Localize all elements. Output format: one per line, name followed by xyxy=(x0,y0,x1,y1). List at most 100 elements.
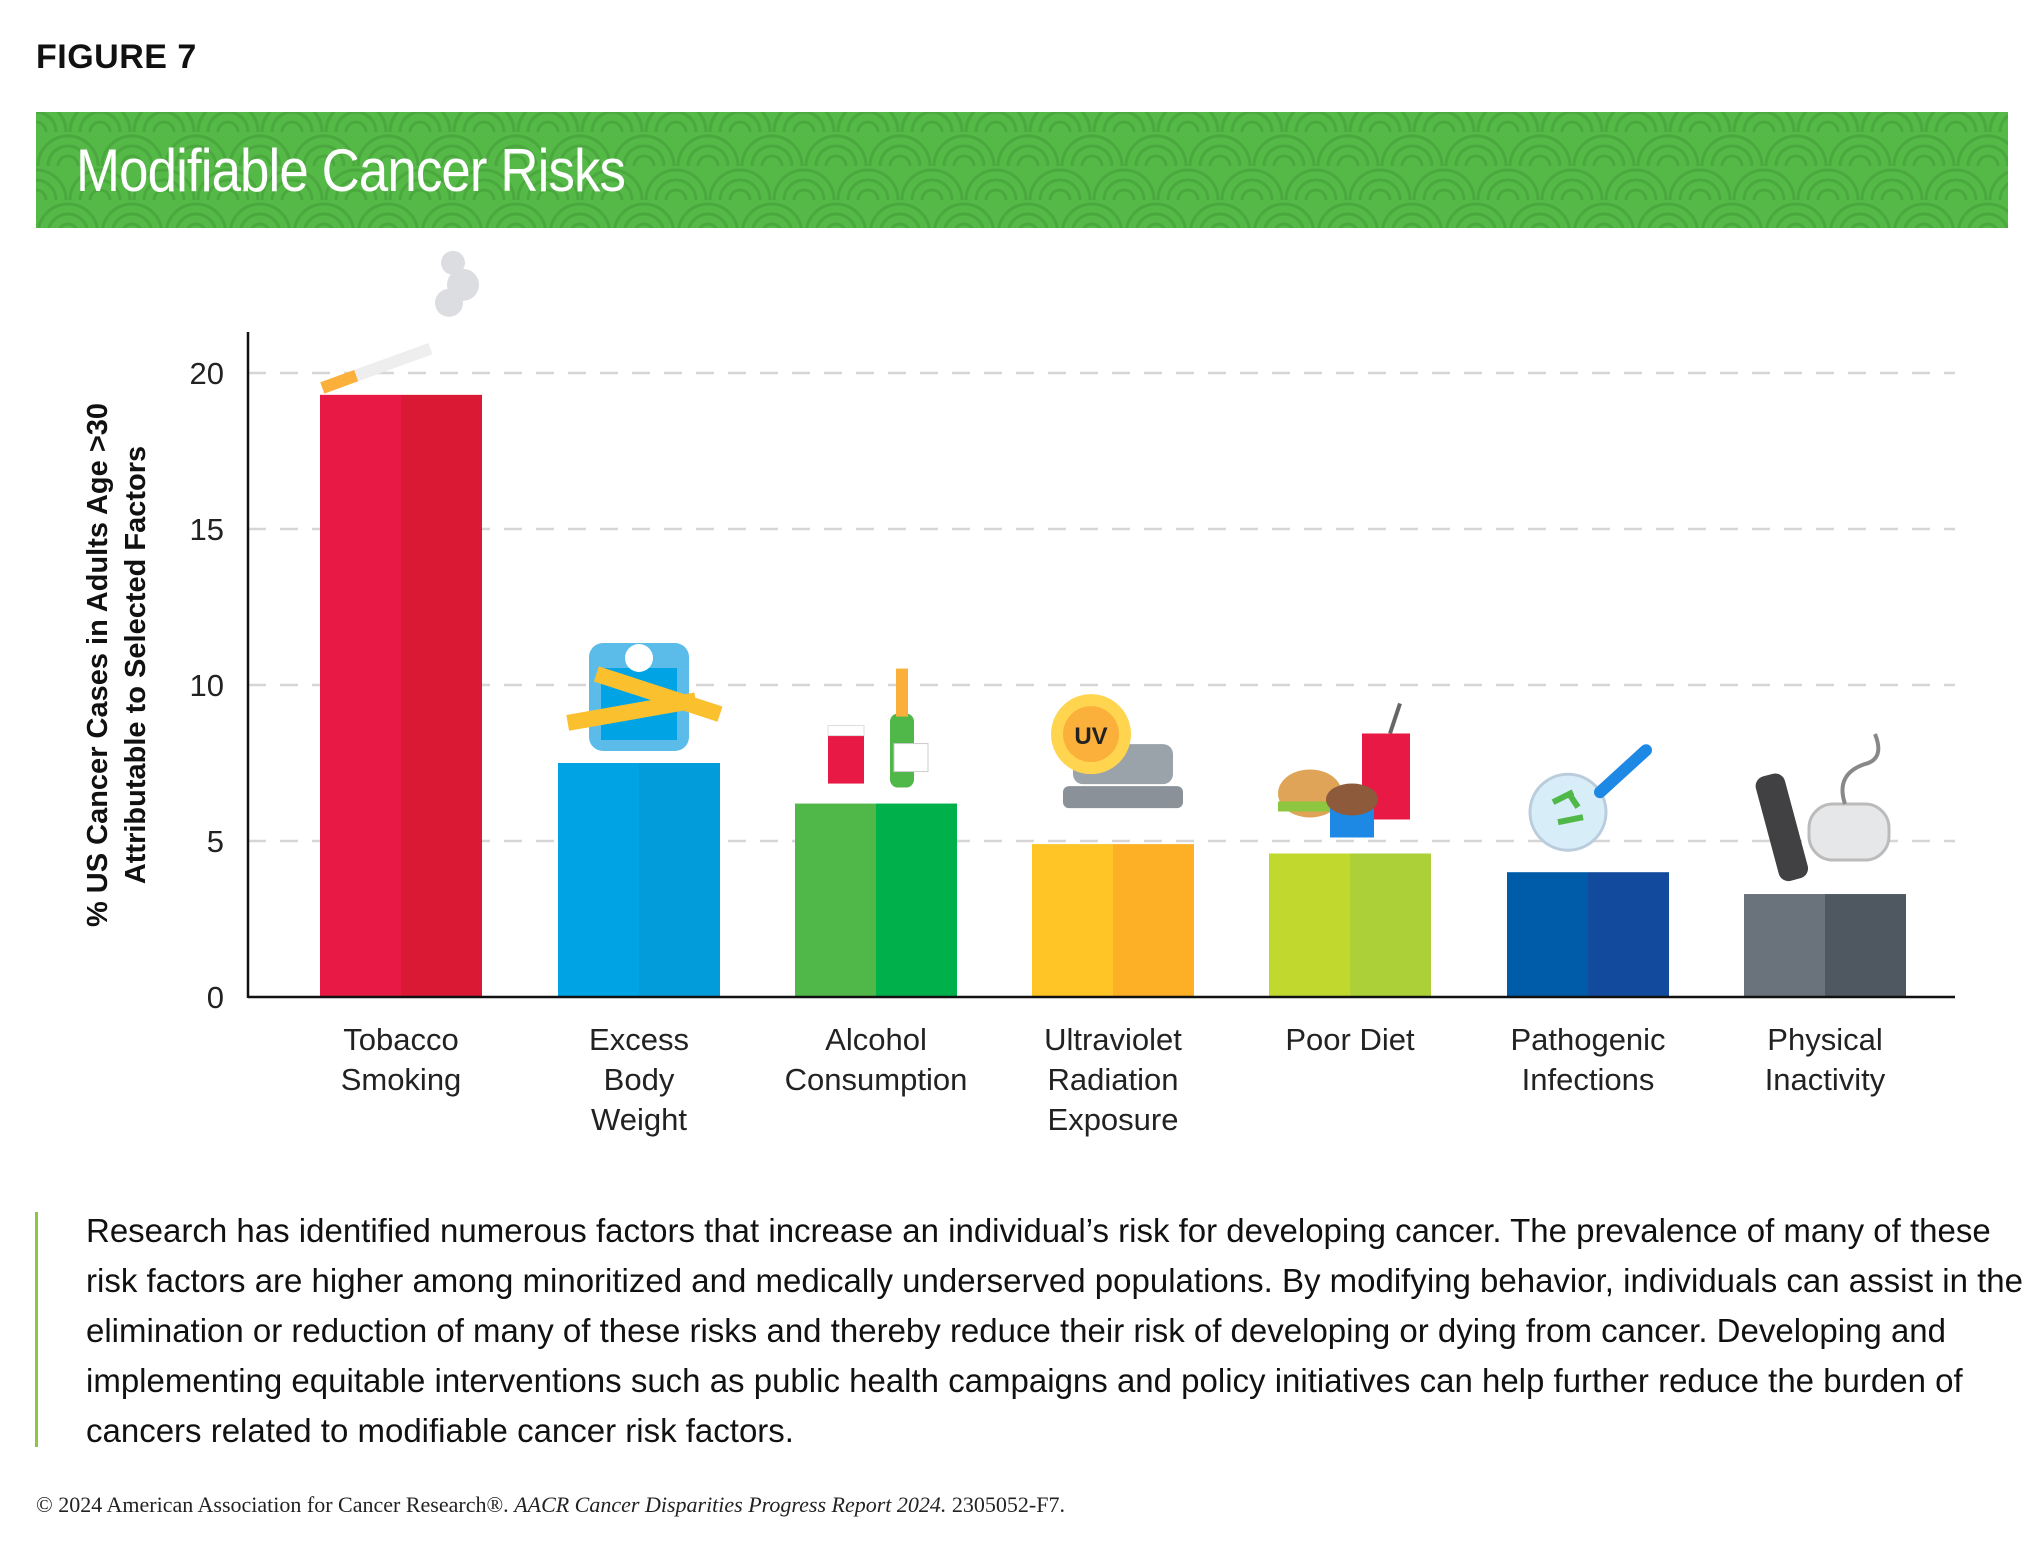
wave-arc xyxy=(1742,178,1786,201)
cigarette-body xyxy=(334,342,433,389)
bar-4 xyxy=(1269,853,1431,997)
wave-arc xyxy=(687,212,729,228)
wave-arc xyxy=(792,188,816,201)
wave-arc xyxy=(120,154,144,167)
wave-arc xyxy=(1764,134,1828,167)
wave-arc xyxy=(1870,112,1914,133)
wave-arc xyxy=(580,112,644,133)
bar-1 xyxy=(558,763,720,997)
wave-arc xyxy=(206,178,250,201)
x-tick-label: Poor Diet xyxy=(1230,1020,1470,1060)
wave-arc xyxy=(1646,144,1690,167)
wave-arc xyxy=(1146,222,1166,228)
wave-arc xyxy=(1476,112,1540,133)
wave-arc xyxy=(164,134,228,167)
wave-arc xyxy=(58,222,78,228)
wave-arc xyxy=(1253,202,1315,228)
wave-arc xyxy=(1914,222,1934,228)
wave-arc xyxy=(1829,202,1891,228)
uv-label: UV xyxy=(1074,723,1107,750)
wave-arc xyxy=(1198,144,1242,167)
bar xyxy=(558,763,639,997)
wave-arc xyxy=(1166,112,1210,133)
wave-arc xyxy=(1368,188,1392,201)
wave-arc xyxy=(1402,222,1422,228)
wave-arc xyxy=(1486,112,1530,133)
wave-arc xyxy=(1924,112,1988,133)
wave-arc xyxy=(495,212,537,228)
wave-arc xyxy=(421,202,483,228)
wave-arc xyxy=(590,112,634,133)
wave-arc xyxy=(472,188,496,201)
smoke xyxy=(441,250,465,275)
wave-arc xyxy=(260,112,324,133)
wave-arc xyxy=(1540,112,1604,133)
wave-arc xyxy=(910,112,954,133)
wave-arc xyxy=(1816,188,1840,201)
wave-arc xyxy=(1006,144,1050,167)
wave-arc xyxy=(1016,154,1040,167)
wave-arc xyxy=(1614,178,1658,201)
wave-arc xyxy=(1220,112,1284,133)
wave-arc xyxy=(1144,154,1168,167)
bar-shade xyxy=(876,803,957,997)
wave-arc xyxy=(1102,112,1146,133)
wave-arc xyxy=(750,144,794,167)
wave-arc xyxy=(1978,222,1998,228)
x-tick-label-line: Inactivity xyxy=(1764,1062,1886,1097)
wave-arc xyxy=(1624,120,1648,133)
x-tick-label: Excess Body Weight xyxy=(519,1020,759,1140)
wave-arc xyxy=(1688,120,1712,133)
wave-arc xyxy=(1722,222,1742,228)
wave-arc xyxy=(526,178,570,201)
wave-arc xyxy=(440,154,464,167)
wave-arc xyxy=(1156,168,1220,201)
wave-arc xyxy=(1528,154,1552,167)
wave-arc xyxy=(890,222,910,228)
wave-arc xyxy=(196,112,260,133)
wave-arc xyxy=(1573,202,1635,228)
y-tick-label: 15 xyxy=(190,512,224,547)
wave-arc xyxy=(1432,120,1456,133)
wave-arc xyxy=(558,144,602,167)
wave-arc xyxy=(122,222,142,228)
wave-arc xyxy=(1614,112,1658,133)
wave-arc xyxy=(1272,154,1296,167)
y-axis-label-line: % US Cancer Cases in Adults Age >30 xyxy=(82,402,114,928)
wave-arc xyxy=(1454,144,1498,167)
wave-arc xyxy=(728,120,752,133)
wave-arc xyxy=(260,168,324,201)
wave-arc xyxy=(1284,168,1348,201)
wave-arc xyxy=(1092,112,1156,133)
y-tick-label: 10 xyxy=(190,668,224,703)
wave-arc xyxy=(1957,202,2008,228)
wave-arc xyxy=(718,178,762,201)
wave-arc xyxy=(462,178,506,201)
bar-6 xyxy=(1744,894,1906,997)
magnifier-handle xyxy=(1594,744,1652,799)
wave-arc xyxy=(324,168,388,201)
wave-arc xyxy=(250,222,270,228)
x-tick-label-line: Exposure xyxy=(1047,1102,1179,1137)
wave-arc xyxy=(1860,168,1924,201)
alcohol-icon xyxy=(827,668,929,788)
wave-arc xyxy=(1156,112,1220,133)
wave-arc xyxy=(1112,188,1136,201)
wave-arc xyxy=(1208,154,1232,167)
x-tick-label-line: Body xyxy=(603,1062,675,1097)
wave-arc xyxy=(1294,178,1338,201)
wave-arc xyxy=(398,178,442,201)
tape xyxy=(566,692,698,731)
wave-arc xyxy=(36,134,100,167)
wave-arc xyxy=(1262,144,1306,167)
wave-arc xyxy=(1176,120,1200,133)
x-tick-label-line: Alcohol xyxy=(825,1022,927,1057)
wave-arc xyxy=(1658,222,1678,228)
wave-arc xyxy=(1828,134,1892,167)
x-tick-label-line: Smoking xyxy=(340,1062,462,1097)
wave-arc xyxy=(1870,178,1914,201)
wave-arc xyxy=(1326,144,1370,167)
wave-arc xyxy=(196,168,260,201)
cigarette-filter xyxy=(320,369,359,394)
wave-arc xyxy=(1647,212,1689,228)
